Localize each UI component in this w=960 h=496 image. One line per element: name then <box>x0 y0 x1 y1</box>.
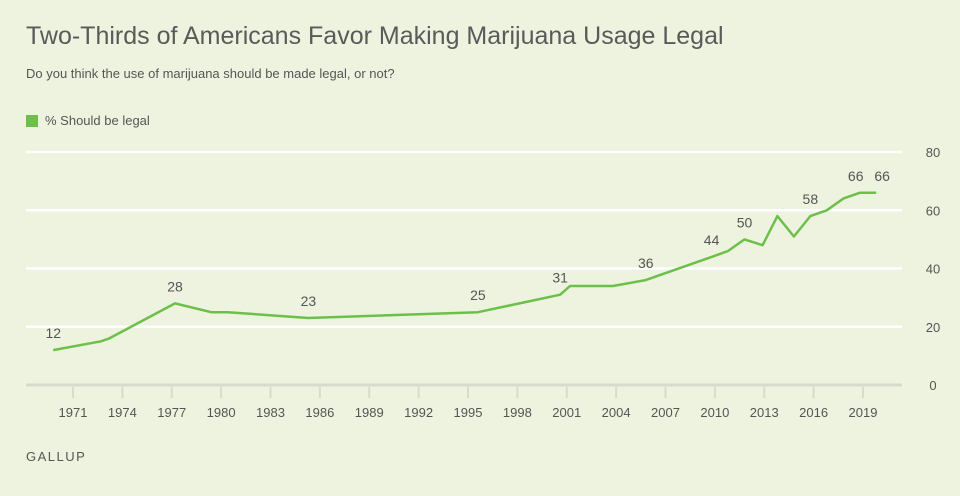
y-tick-label: 20 <box>926 320 940 335</box>
x-tick-label: 1989 <box>355 405 384 420</box>
x-tick-label: 2004 <box>602 405 631 420</box>
chart-title: Two-Thirds of Americans Favor Making Mar… <box>26 22 724 50</box>
x-tick-label: 1998 <box>503 405 532 420</box>
legend: % Should be legal <box>26 113 150 128</box>
x-tick-label: 1995 <box>454 405 483 420</box>
x-tick-label: 2016 <box>799 405 828 420</box>
x-tick-label: 2010 <box>700 405 729 420</box>
legend-swatch <box>26 114 38 127</box>
data-label: 23 <box>301 293 317 309</box>
x-tick-label: 1974 <box>108 405 137 420</box>
y-tick-label: 60 <box>926 203 940 218</box>
y-tick-label: 0 <box>929 378 936 393</box>
x-tick-label: 1983 <box>256 405 285 420</box>
source-label: GALLUP <box>26 449 87 464</box>
data-label: 50 <box>737 214 753 230</box>
data-label: 12 <box>45 325 61 341</box>
x-tick-label: 1971 <box>59 405 88 420</box>
x-tick-label: 1980 <box>207 405 236 420</box>
data-label: 31 <box>552 270 568 286</box>
x-tick-label: 2013 <box>750 405 779 420</box>
x-tick-label: 2001 <box>552 405 581 420</box>
y-tick-label: 80 <box>926 145 940 160</box>
x-tick-label: 1977 <box>157 405 186 420</box>
data-label: 36 <box>638 255 654 271</box>
data-label: 25 <box>470 287 486 303</box>
data-label: 28 <box>167 278 183 294</box>
y-tick-label: 40 <box>926 262 940 277</box>
x-tick-label: 2007 <box>651 405 680 420</box>
x-tick-label: 2019 <box>849 405 878 420</box>
data-label: 66 <box>874 168 890 184</box>
x-tick-label: 1986 <box>305 405 334 420</box>
legend-label: % Should be legal <box>45 113 150 128</box>
series-line <box>52 191 877 352</box>
chart-subtitle: Do you think the use of marijuana should… <box>26 66 395 81</box>
x-tick-label: 1992 <box>404 405 433 420</box>
data-label: 58 <box>803 191 819 207</box>
data-label: 66 <box>848 168 864 184</box>
data-label: 44 <box>704 232 720 248</box>
